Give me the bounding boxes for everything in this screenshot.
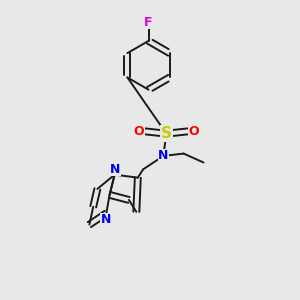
Text: F: F — [144, 16, 153, 29]
Text: N: N — [158, 149, 169, 162]
Text: O: O — [189, 125, 199, 138]
Text: N: N — [110, 163, 120, 176]
Text: N: N — [101, 213, 112, 226]
Text: O: O — [134, 125, 144, 138]
Text: S: S — [161, 126, 172, 141]
